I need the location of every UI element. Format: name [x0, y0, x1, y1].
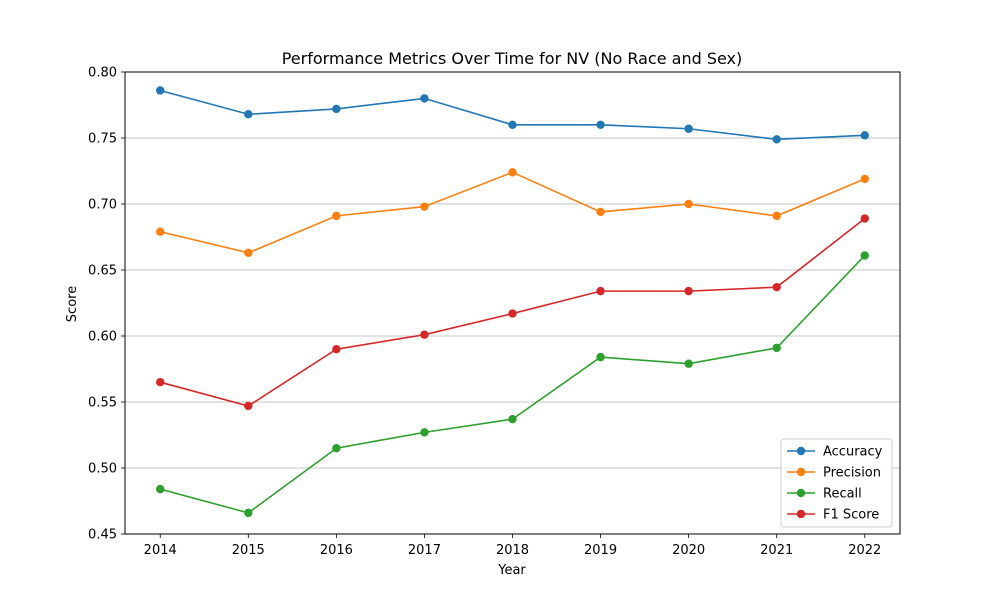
series-recall	[156, 251, 869, 518]
legend-marker-accuracy	[796, 446, 806, 456]
data-point-accuracy	[508, 120, 517, 129]
y-tick-label: 0.80	[88, 66, 117, 81]
y-tick-label: 0.70	[88, 198, 117, 213]
data-point-f1-score	[244, 401, 253, 411]
data-point-precision	[420, 202, 429, 211]
legend-label-recall: Recall	[823, 487, 862, 502]
data-point-accuracy	[420, 94, 429, 103]
x-tick-label: 2020	[672, 543, 705, 558]
data-point-f1-score	[332, 345, 341, 354]
series-accuracy	[156, 86, 869, 144]
data-point-precision	[332, 211, 341, 221]
data-point-recall	[332, 444, 341, 453]
data-point-accuracy	[156, 86, 165, 95]
legend-label-precision: Precision	[823, 466, 881, 481]
data-point-precision	[156, 227, 165, 236]
series-line-accuracy	[160, 89, 865, 141]
data-point-precision	[508, 168, 517, 177]
series-line-recall	[160, 254, 866, 514]
x-tick-label: 2022	[848, 543, 881, 558]
y-tick-label: 0.45	[88, 528, 117, 543]
legend-box	[780, 438, 893, 528]
x-tick-label: 2019	[584, 543, 617, 558]
data-point-recall	[684, 359, 693, 368]
legend-marker-precision	[796, 467, 806, 477]
x-axis-label: Year	[497, 563, 526, 578]
data-point-recall	[244, 508, 253, 518]
series-precision	[156, 168, 869, 258]
legend: Accuracy Precision Recall F1 Score	[780, 438, 893, 528]
y-tick-label: 0.55	[88, 396, 117, 411]
data-point-precision	[860, 174, 869, 184]
series-f1-score	[156, 214, 869, 411]
data-point-f1-score	[156, 378, 165, 387]
data-point-f1-score	[596, 286, 605, 296]
series-group	[156, 86, 869, 518]
y-axis-label: Score	[65, 286, 80, 322]
x-tick-label: 2016	[320, 543, 353, 558]
axis-ticks: 0.45 0.50 0.55 0.60 0.65 0.70 0.75 0.80 2014 2015…	[88, 66, 881, 559]
y-tick-label: 0.50	[88, 462, 117, 477]
x-tick-label: 2014	[144, 543, 177, 558]
data-point-recall	[772, 343, 781, 353]
data-point-accuracy	[772, 135, 781, 144]
data-point-recall	[420, 428, 429, 437]
data-point-recall	[596, 352, 605, 362]
data-point-accuracy	[860, 131, 869, 140]
legend-label-f1-score: F1 Score	[823, 508, 879, 523]
legend-marker-recall	[796, 488, 806, 498]
x-tick-label: 2015	[232, 543, 265, 558]
legend-marker-f1-score	[796, 509, 806, 519]
x-tick-label: 2018	[496, 543, 529, 558]
data-point-accuracy	[332, 104, 341, 114]
series-line-precision	[160, 171, 866, 254]
data-point-f1-score	[508, 309, 517, 318]
data-point-recall	[508, 414, 517, 424]
data-point-f1-score	[772, 282, 781, 292]
legend-label-accuracy: Accuracy	[823, 445, 883, 460]
data-point-precision	[596, 207, 605, 217]
data-point-precision	[244, 248, 253, 258]
y-tick-label: 0.60	[88, 330, 117, 345]
data-point-f1-score	[860, 214, 869, 223]
chart-title: Performance Metrics Over Time for NV (No…	[282, 49, 743, 68]
data-point-precision	[772, 211, 781, 221]
data-point-accuracy	[596, 120, 605, 129]
x-tick-label: 2021	[760, 543, 793, 558]
data-point-precision	[684, 199, 693, 209]
data-point-accuracy	[244, 110, 253, 119]
data-point-recall	[860, 251, 869, 260]
y-tick-label: 0.75	[88, 132, 117, 147]
x-tick-label: 2017	[408, 543, 441, 558]
data-point-f1-score	[420, 330, 429, 339]
data-point-f1-score	[684, 286, 693, 296]
y-tick-label: 0.65	[88, 264, 117, 279]
data-point-accuracy	[684, 124, 693, 133]
data-point-recall	[156, 484, 165, 494]
